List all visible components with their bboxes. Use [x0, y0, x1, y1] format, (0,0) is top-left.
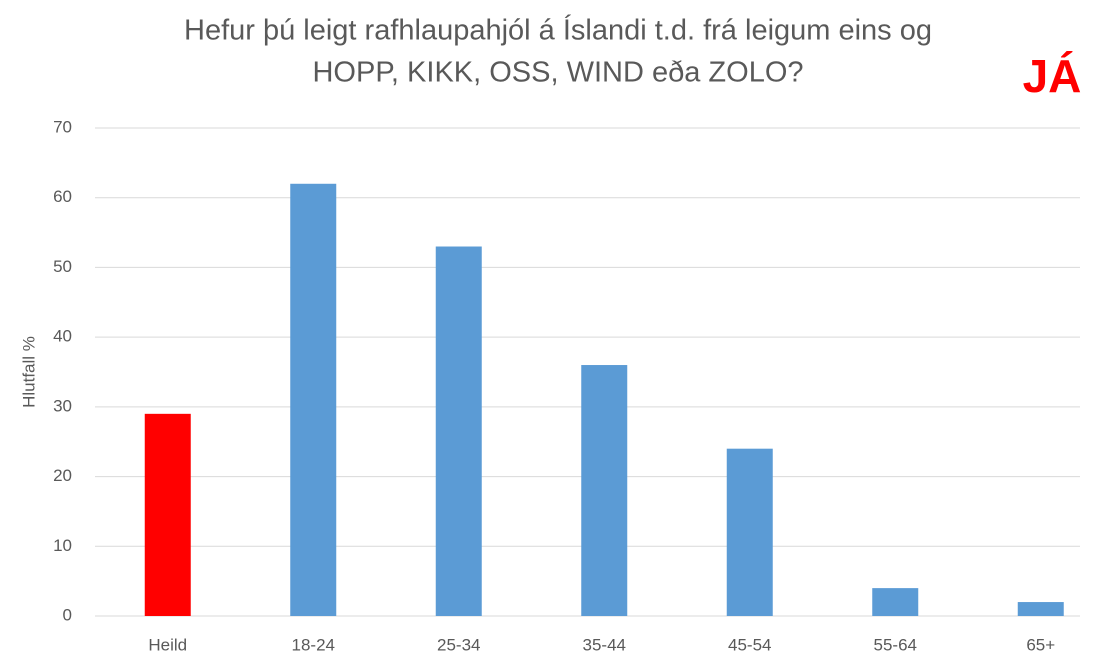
y-tick-label: 40: [53, 327, 72, 346]
bar: [435, 246, 482, 616]
x-tick-label: 35-44: [583, 635, 626, 654]
x-tick-label: 18-24: [292, 635, 335, 654]
x-tick-label: 25-34: [437, 635, 480, 654]
bar: [290, 183, 337, 616]
x-tick-label: Heild: [148, 635, 187, 654]
x-tick-label: 65+: [1026, 635, 1055, 654]
y-tick-label: 30: [53, 396, 72, 415]
bar: [581, 365, 628, 616]
y-tick-label: 10: [53, 536, 72, 555]
y-tick-label: 60: [53, 187, 72, 206]
x-tick-label: 55-64: [874, 635, 917, 654]
y-axis-label: Hlutfall %: [19, 336, 38, 408]
bar: [1017, 602, 1064, 616]
y-tick-label: 70: [53, 117, 72, 136]
x-tick-label: 45-54: [728, 635, 771, 654]
y-tick-label: 0: [63, 605, 72, 624]
y-tick-label: 20: [53, 466, 72, 485]
chart-title: HOPP, KIKK, OSS, WIND eða ZOLO?: [312, 57, 803, 89]
bar: [144, 413, 191, 616]
bar: [872, 588, 919, 616]
y-tick-label: 50: [53, 257, 72, 276]
annotation: JÁ: [1023, 50, 1082, 102]
bar: [726, 448, 773, 616]
chart-title: Hefur þú leigt rafhlaupahjól á Íslandi t…: [184, 14, 932, 47]
